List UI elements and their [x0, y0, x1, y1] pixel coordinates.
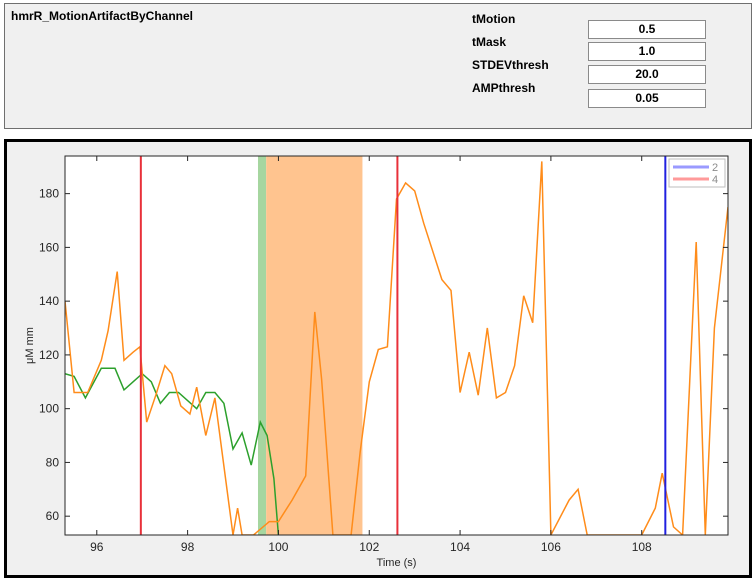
x-tick-label: 102	[359, 540, 379, 554]
y-axis-label: μM mm	[24, 327, 36, 364]
tmotion-label: tMotion	[472, 12, 516, 26]
y-tick-label: 140	[39, 294, 59, 308]
y-tick-label: 60	[46, 509, 60, 523]
x-tick-label: 98	[181, 540, 195, 554]
function-name-label: hmrR_MotionArtifactByChannel	[11, 9, 194, 23]
x-tick-label: 108	[632, 540, 652, 554]
artifact-band-1	[266, 156, 363, 535]
plot-frame: 96 98 100 102 104 106 108 60 80 100 120 140 160 180 Ti…	[4, 139, 752, 578]
ampthresh-input[interactable]: 0.05	[588, 89, 706, 108]
axes-box	[64, 155, 729, 536]
legend-box	[668, 158, 726, 188]
x-tick-label: 104	[450, 540, 470, 554]
parameter-panel: hmrR_MotionArtifactByChannel tMotion 0.5…	[4, 3, 752, 129]
x-tick-label: 106	[541, 540, 561, 554]
y-tick-label: 120	[39, 348, 59, 362]
tmask-input[interactable]: 1.0	[588, 42, 706, 61]
legend-label-4: 4	[712, 174, 718, 186]
x-tick-label: 96	[90, 540, 104, 554]
series-line-orange	[65, 161, 728, 535]
stdevthresh-input[interactable]: 20.0	[588, 65, 706, 84]
x-tick-label: 100	[268, 540, 288, 554]
ampthresh-label: AMPthresh	[472, 81, 536, 95]
stdevthresh-label: STDEVthresh	[472, 58, 549, 72]
legend-label-2: 2	[712, 162, 718, 174]
y-tick-label: 80	[46, 455, 60, 469]
y-tick-label: 180	[39, 187, 59, 201]
y-tick-label: 160	[39, 240, 59, 254]
tmask-label: tMask	[472, 35, 507, 49]
time-series-plot[interactable]: 96 98 100 102 104 106 108 60 80 100 120 140 160 180 Ti…	[7, 142, 749, 575]
tmotion-input[interactable]: 0.5	[588, 20, 706, 39]
x-axis-label: Time (s)	[377, 557, 417, 569]
series-line-green	[65, 367, 280, 535]
plot-content	[65, 156, 728, 535]
y-tick-label: 100	[39, 402, 59, 416]
artifact-band-0	[257, 156, 267, 535]
